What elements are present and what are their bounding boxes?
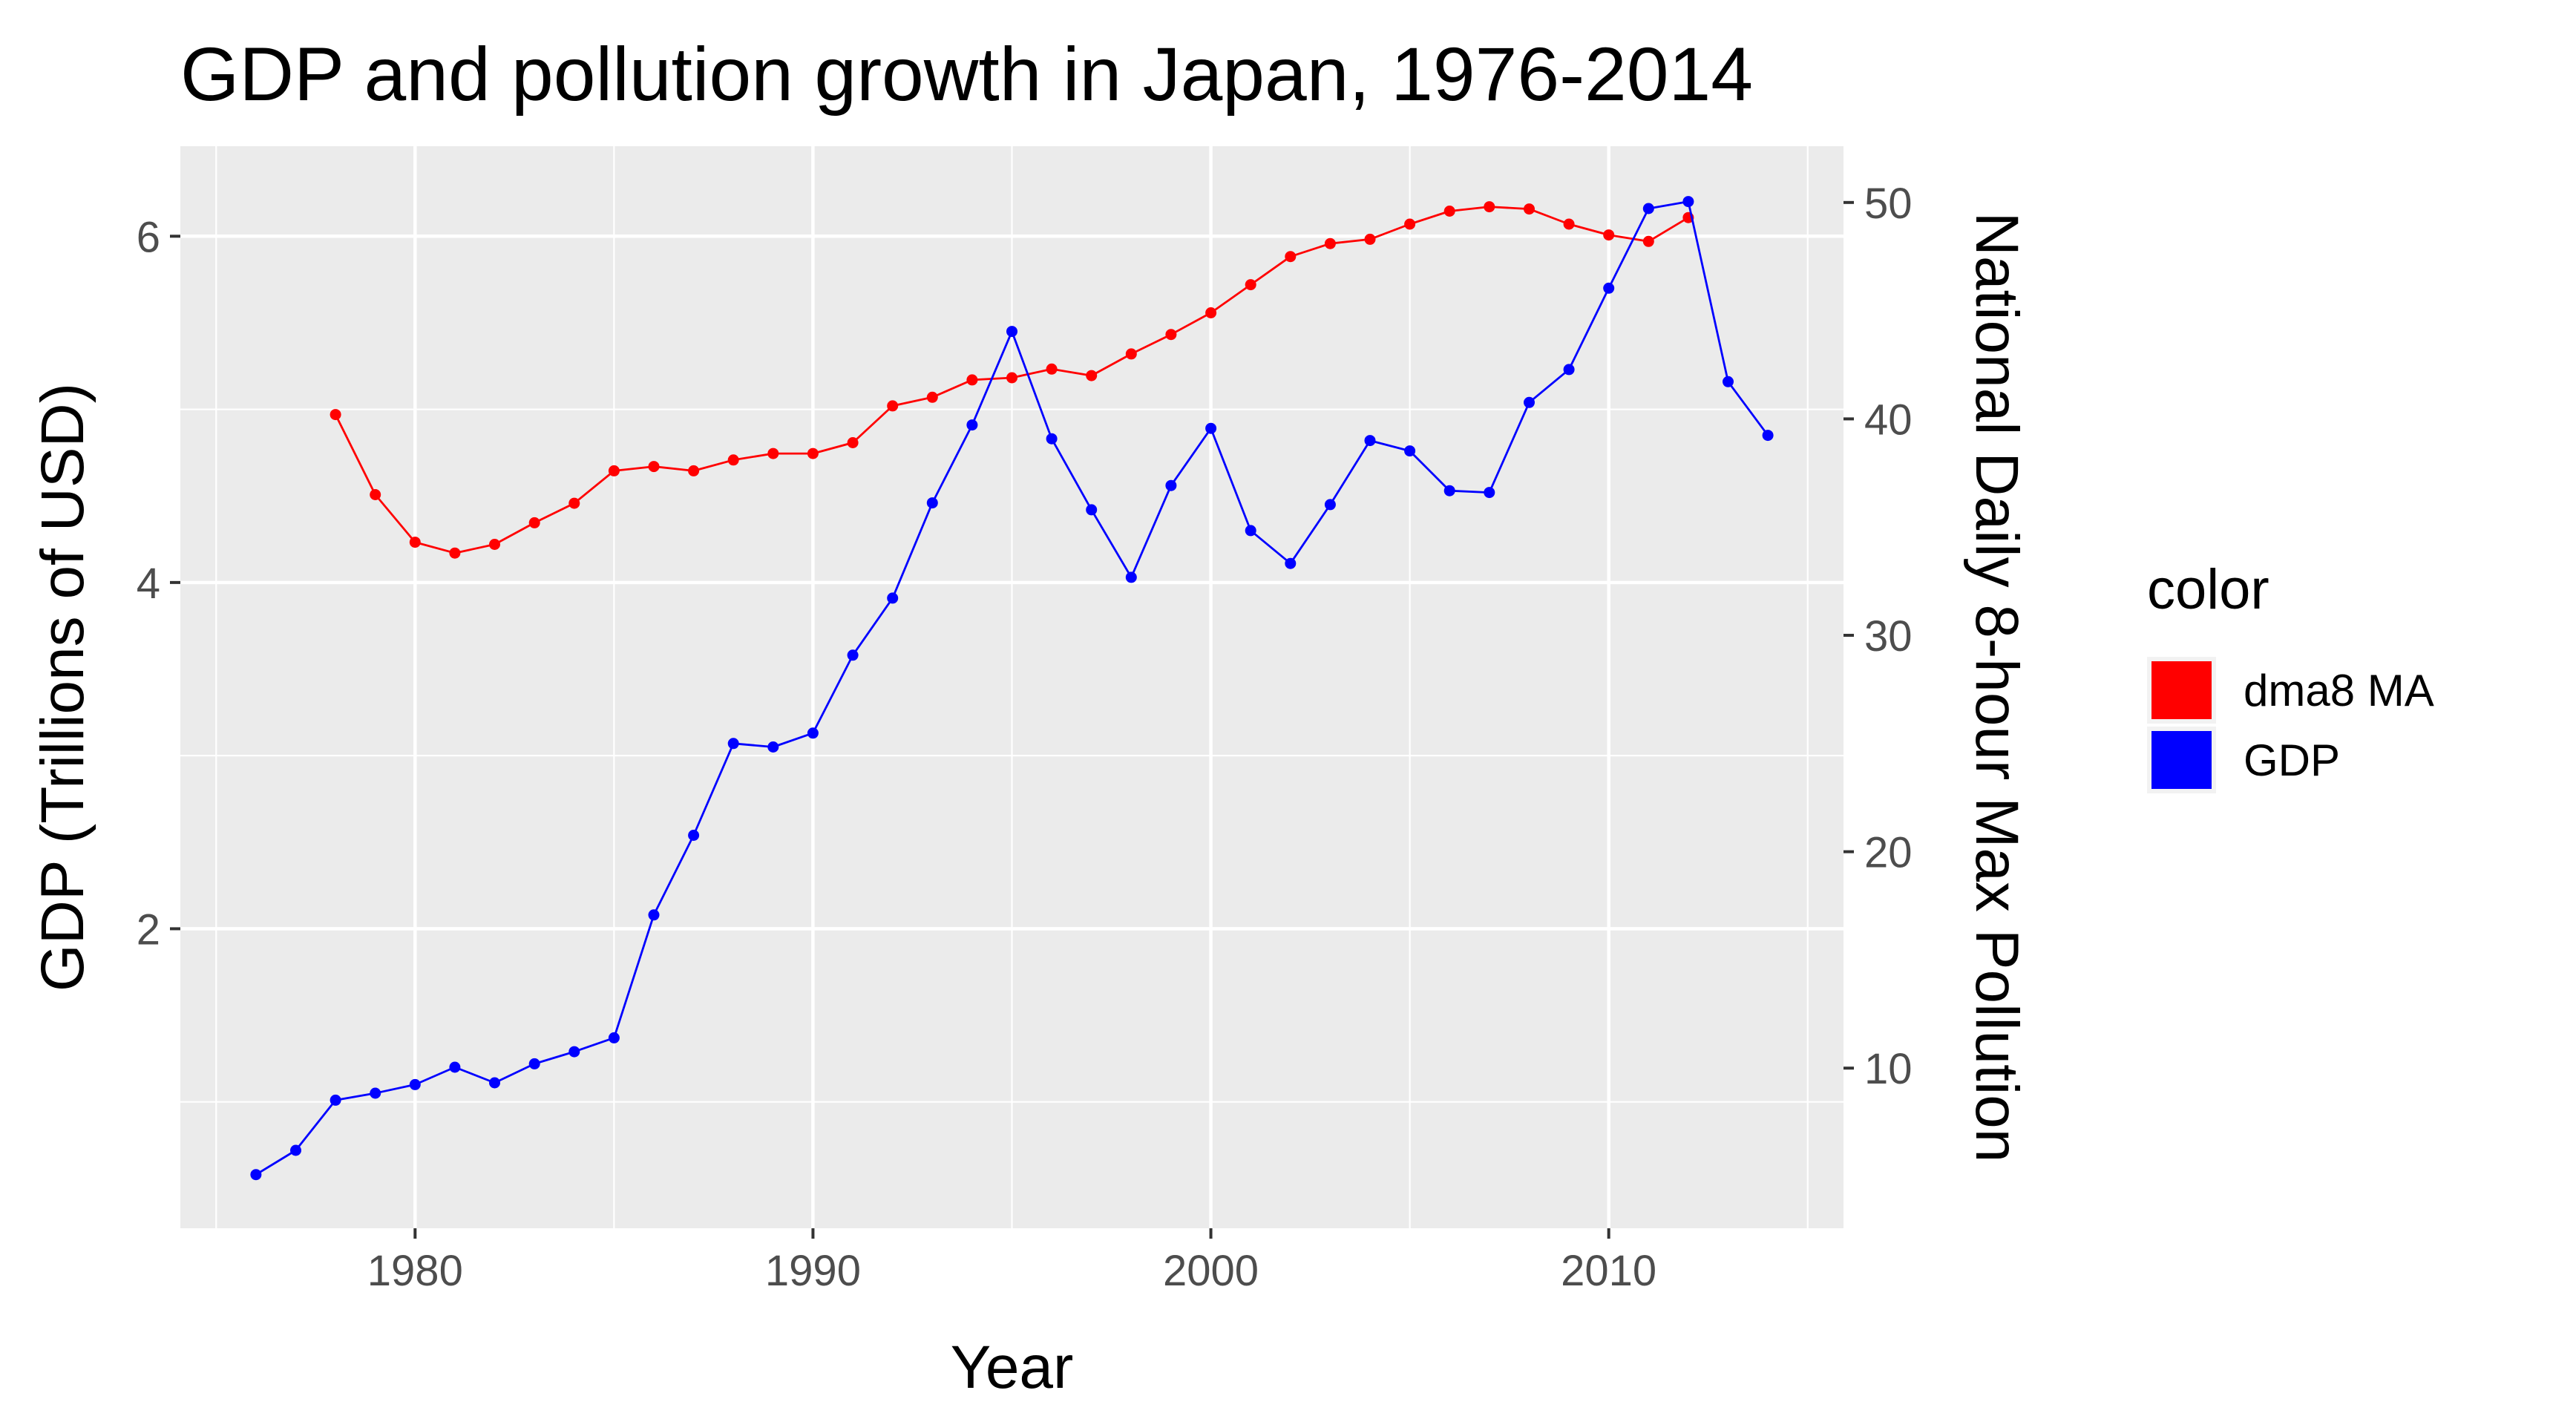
data-point [1563, 364, 1575, 376]
data-point [1364, 233, 1376, 245]
y-tick-label: 6 [137, 213, 160, 261]
data-point [1165, 329, 1177, 341]
data-point [1245, 525, 1256, 537]
legend-swatch [2151, 661, 2212, 719]
data-point [528, 517, 540, 528]
data-point [409, 1078, 421, 1090]
data-point [1603, 229, 1615, 241]
y2-tick-label: 50 [1864, 180, 1913, 228]
data-point [1205, 422, 1217, 434]
chart-title: GDP and pollution growth in Japan, 1976-… [180, 32, 1753, 117]
data-point [807, 448, 819, 459]
legend-title: color [2147, 558, 2269, 621]
data-point [688, 465, 700, 476]
data-point [887, 400, 899, 412]
y2-tick-label: 20 [1864, 829, 1913, 877]
x-tick-label: 1990 [765, 1247, 861, 1295]
data-point [1165, 479, 1177, 491]
data-point [966, 419, 978, 431]
data-point [648, 461, 660, 473]
data-point [449, 1061, 461, 1073]
data-point [1484, 201, 1495, 213]
data-point [1006, 326, 1017, 338]
data-point [1285, 557, 1297, 569]
data-point [1086, 504, 1098, 516]
data-point [370, 489, 381, 500]
data-point [1524, 396, 1535, 408]
data-point [1006, 372, 1017, 384]
data-point [1524, 203, 1535, 215]
legend-swatch [2151, 731, 2212, 789]
data-point [847, 649, 859, 661]
data-point [1125, 571, 1137, 583]
data-point [1404, 445, 1416, 457]
data-point [568, 497, 580, 509]
data-point [1642, 203, 1654, 214]
x-tick-label: 1980 [367, 1247, 463, 1295]
y-tick-label: 4 [137, 560, 160, 608]
legend-label: dma8 MA [2244, 666, 2434, 715]
data-point [1443, 206, 1455, 217]
data-point [767, 448, 779, 459]
axes-layer: 1980 1990 2000 2010 2 4 6 10 20 30 40 50 [137, 180, 1913, 1295]
data-point [1404, 218, 1416, 230]
data-point [1205, 307, 1217, 318]
data-point [1723, 376, 1734, 387]
data-point [1762, 430, 1774, 442]
data-point [887, 592, 899, 604]
data-point [1245, 279, 1256, 291]
data-point [1364, 435, 1376, 447]
y2-tick-label: 30 [1864, 612, 1913, 661]
data-point [250, 1169, 262, 1181]
data-point [528, 1058, 540, 1069]
data-point [1046, 363, 1058, 375]
data-point [926, 497, 938, 509]
data-point [1046, 433, 1058, 445]
x-axis-title: Year [951, 1334, 1074, 1401]
data-point [1603, 282, 1615, 294]
y-tick-label: 2 [137, 905, 160, 954]
data-point [409, 537, 421, 548]
data-point [727, 454, 739, 466]
y2-tick-label: 10 [1864, 1045, 1913, 1093]
data-point [489, 1077, 500, 1089]
y2-tick-label: 40 [1864, 396, 1913, 444]
data-point [370, 1087, 381, 1099]
series-layer [250, 196, 1774, 1181]
data-point [608, 1032, 620, 1043]
data-point [1285, 251, 1297, 263]
legend-label: GDP [2244, 735, 2340, 785]
data-point [926, 391, 938, 403]
data-point [727, 738, 739, 750]
data-point [449, 547, 461, 559]
data-point [290, 1144, 301, 1156]
data-point [1125, 348, 1137, 360]
data-point [1086, 370, 1098, 381]
data-point [608, 465, 620, 476]
y-axis-title: GDP (Trillions of USD) [29, 383, 96, 992]
data-point [648, 909, 660, 921]
x-tick-label: 2000 [1163, 1247, 1259, 1295]
data-point [1324, 237, 1336, 249]
data-point [330, 409, 341, 421]
data-point [1484, 487, 1495, 499]
y2-axis-title: National Daily 8-hour Max Pollution [1963, 212, 2031, 1163]
data-point [1642, 235, 1654, 247]
data-point [1563, 218, 1575, 230]
data-point [568, 1046, 580, 1058]
data-point [1682, 196, 1694, 208]
data-point [688, 830, 700, 841]
data-point [1324, 499, 1336, 511]
data-point [767, 741, 779, 753]
data-point [807, 727, 819, 739]
data-point [1443, 485, 1455, 497]
grid-major [180, 146, 1843, 1228]
data-point [966, 374, 978, 386]
x-tick-label: 2010 [1561, 1247, 1656, 1295]
data-point [330, 1094, 341, 1106]
data-point [847, 437, 859, 448]
data-point [489, 539, 500, 550]
legend: dma8 MA GDP [2147, 657, 2434, 793]
